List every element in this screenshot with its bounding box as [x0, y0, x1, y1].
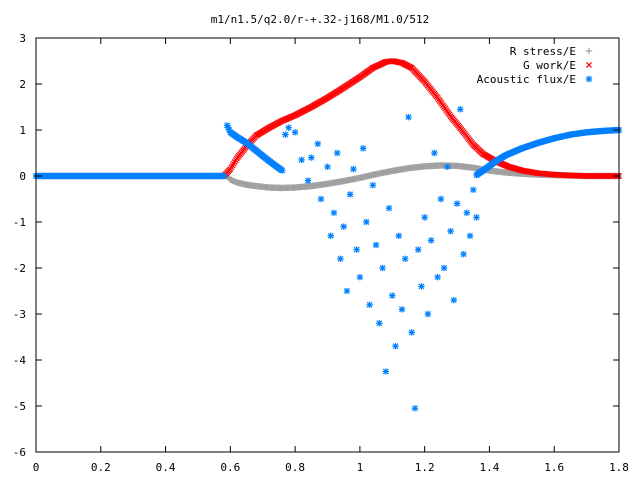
- x-tick-label: 0.2: [91, 461, 111, 474]
- series-acoustic-flux-e: [32, 106, 623, 412]
- data-point: [457, 106, 464, 113]
- data-point: [414, 246, 422, 253]
- legend-label-g-work-e: G work/E: [523, 59, 576, 72]
- data-point: [392, 343, 399, 350]
- y-tick-label: -6: [13, 446, 26, 459]
- y-tick-label: -1: [13, 216, 26, 229]
- data-point: [278, 167, 286, 174]
- x-tick-label: 0.6: [220, 461, 240, 474]
- data-point: [327, 232, 334, 239]
- chart-title: m1/n1.5/q2.0/r-+.32-j168/M1.0/512: [211, 13, 430, 26]
- data-point: [314, 140, 321, 147]
- x-tick-label: 0.8: [285, 461, 305, 474]
- y-tick-label: -3: [13, 308, 26, 321]
- y-tick-label: 3: [19, 32, 26, 45]
- data-point: [466, 232, 474, 239]
- y-tick-label: -4: [13, 354, 27, 367]
- x-tick-label: 1: [357, 461, 364, 474]
- data-point: [389, 292, 396, 299]
- data-point: [463, 209, 470, 216]
- legend-marker-acoustic-flux-e: [585, 75, 593, 83]
- data-point: [405, 113, 412, 121]
- data-point: [470, 186, 477, 193]
- data-point: [346, 191, 354, 198]
- x-tick-label: 1.4: [480, 461, 500, 474]
- data-point: [398, 306, 406, 313]
- data-point: [363, 218, 370, 226]
- data-point: [324, 163, 331, 170]
- data-point: [418, 283, 425, 290]
- plot-frame: [35, 37, 620, 453]
- x-tick-label: 0: [33, 461, 40, 474]
- data-point: [473, 214, 480, 221]
- data-point: [317, 195, 325, 203]
- data-point: [450, 297, 458, 304]
- x-tick-label: 1.2: [415, 461, 435, 474]
- data-point: [440, 264, 448, 272]
- data-point: [366, 301, 373, 308]
- data-point: [421, 214, 428, 221]
- data-point: [298, 156, 305, 164]
- data-point: [424, 310, 432, 318]
- data-point: [372, 241, 380, 249]
- y-tick-label: 2: [19, 78, 26, 91]
- data-point: [437, 195, 445, 203]
- data-point: [330, 209, 338, 216]
- data-point: [427, 237, 435, 244]
- data-point: [350, 165, 357, 173]
- data-point: [282, 131, 289, 138]
- x-tick-label: 1.6: [544, 461, 564, 474]
- y-tick-label: -2: [13, 262, 26, 275]
- data-point: [353, 246, 360, 253]
- data-point: [453, 200, 461, 207]
- data-point: [385, 205, 393, 212]
- data-point: [460, 251, 467, 258]
- data-point: [359, 145, 367, 152]
- data-point: [431, 149, 438, 157]
- data-point: [356, 274, 364, 281]
- data-point: [337, 255, 344, 262]
- legend-marker-r-stress-e: [585, 47, 593, 55]
- y-tick-label: 0: [19, 170, 26, 183]
- x-tick-label: 0.4: [156, 461, 176, 474]
- data-point: [408, 329, 415, 336]
- y-tick-label: -5: [13, 400, 26, 413]
- data-point: [434, 274, 441, 281]
- data-point: [402, 255, 409, 262]
- data-point: [291, 129, 299, 136]
- axes: 0 0.2 0.4 0.6 0.8 1 1.2 1.4 1.6 1.8 3 2 1 0 -1 -2 -3 -4 -5…: [13, 32, 629, 474]
- data-point: [379, 264, 386, 272]
- data-point: [308, 154, 315, 161]
- data-point: [395, 232, 402, 239]
- data-point: [285, 124, 292, 131]
- data-point: [343, 287, 351, 295]
- data-point: [382, 368, 389, 375]
- data-point: [444, 163, 451, 170]
- data-point: [304, 177, 312, 184]
- data-point: [334, 149, 341, 157]
- y-tick-label: 1: [19, 124, 26, 137]
- legend-label-acoustic-flux-e: Acoustic flux/E: [477, 73, 576, 86]
- data-point: [220, 172, 228, 180]
- legend-marker-g-work-e: [586, 62, 592, 68]
- data-point: [411, 405, 419, 412]
- data-point: [447, 228, 454, 235]
- data-point: [340, 223, 347, 230]
- x-tick-label: 1.8: [609, 461, 629, 474]
- plot-area: [32, 58, 623, 412]
- data-point: [369, 182, 377, 189]
- legend-label-r-stress-e: R stress/E: [510, 45, 576, 58]
- data-point: [376, 320, 383, 327]
